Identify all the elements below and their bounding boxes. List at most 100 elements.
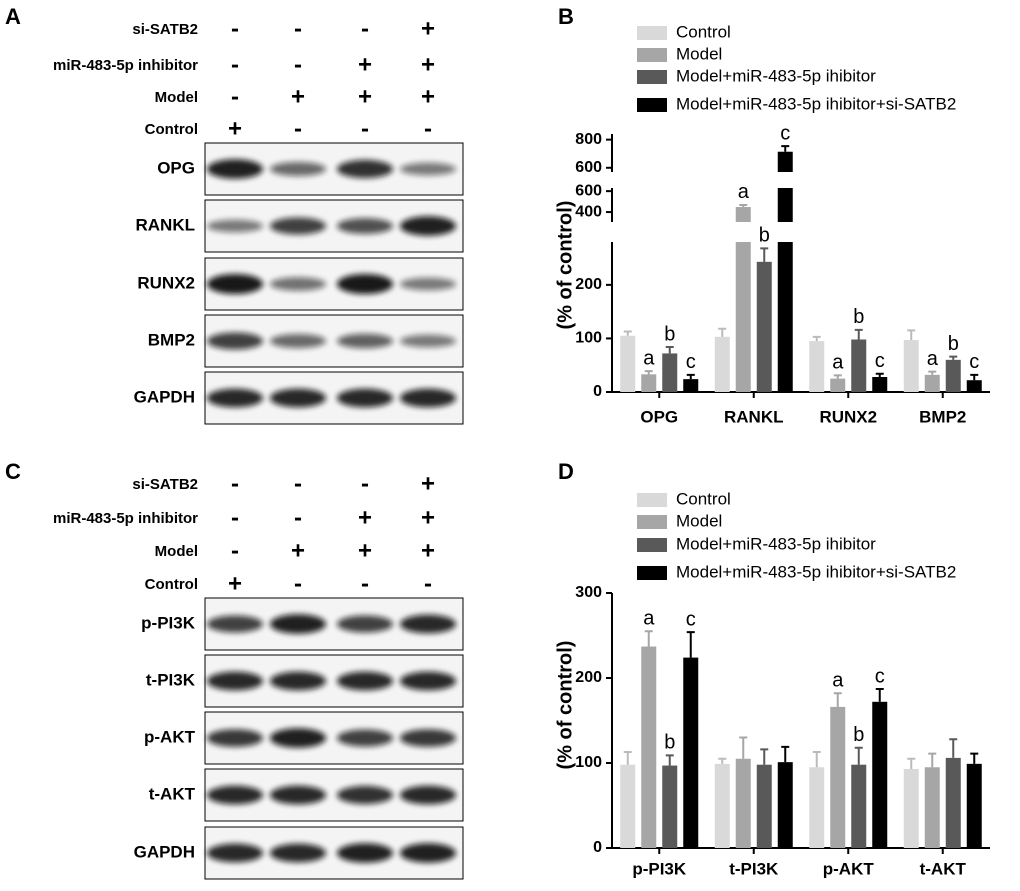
error-bar — [949, 355, 958, 360]
sign: - — [231, 15, 239, 42]
blot-band — [400, 162, 456, 176]
y-tick-label: 400 — [575, 203, 602, 220]
bar — [714, 336, 730, 392]
legend-swatch — [637, 70, 667, 84]
bar-part — [641, 374, 657, 392]
blot-band — [207, 785, 263, 805]
bar-part — [735, 207, 751, 222]
bar-part — [924, 767, 940, 848]
error-bar — [928, 370, 937, 375]
bar — [830, 706, 846, 848]
significance-label: c — [780, 122, 790, 144]
blot-band — [400, 216, 456, 236]
bar-part — [945, 359, 961, 392]
x-tick-label: RUNX2 — [819, 407, 877, 426]
bar-part — [777, 151, 793, 172]
band-label: p-PI3K — [141, 613, 196, 632]
bar-part — [714, 336, 730, 392]
error-bar — [812, 335, 821, 342]
blot-band — [337, 671, 393, 691]
sign: - — [231, 504, 239, 531]
bar-part — [641, 646, 657, 848]
blot-band — [270, 334, 326, 348]
sign: - — [294, 15, 302, 42]
bar-part — [756, 261, 772, 392]
bar-part — [851, 339, 867, 392]
blot-band — [207, 219, 263, 233]
bar — [714, 763, 730, 848]
legend-label: Model+miR-483-5p ihibitor — [676, 534, 876, 553]
sign: - — [294, 51, 302, 78]
panel-letter: C — [5, 459, 21, 484]
blot-band — [337, 218, 393, 234]
bar — [683, 657, 699, 848]
x-tick-label: t-PI3K — [729, 859, 779, 878]
blot-band — [270, 614, 326, 634]
bar-part — [966, 380, 982, 392]
bar — [872, 701, 888, 848]
bar-part — [872, 377, 888, 392]
bar-part — [735, 758, 751, 848]
error-bar — [854, 746, 863, 765]
blot-band — [337, 159, 393, 179]
blot-band — [207, 671, 263, 691]
band-label: p-AKT — [144, 727, 196, 746]
error-bar — [623, 750, 632, 765]
bar — [903, 340, 919, 392]
y-axis-label: (% of control) — [554, 201, 576, 330]
sign: - — [361, 15, 369, 42]
bar-part — [662, 765, 678, 848]
error-bar — [739, 203, 748, 208]
blot-band — [207, 332, 263, 350]
x-tick-label: p-AKT — [823, 859, 875, 878]
bar — [662, 353, 678, 392]
blot-band — [207, 274, 263, 294]
blot-band — [270, 388, 326, 408]
significance-label: c — [875, 665, 885, 687]
bar-part — [714, 763, 730, 848]
blot-band — [400, 843, 456, 863]
bar — [903, 768, 919, 848]
bar — [809, 767, 825, 848]
x-tick-label: RANKL — [724, 407, 784, 426]
sign: - — [424, 570, 432, 597]
legend-swatch — [637, 515, 667, 529]
bar-part — [777, 188, 793, 222]
blot-band — [270, 843, 326, 863]
panel-letter: A — [5, 4, 21, 29]
sign: + — [291, 83, 305, 110]
y-tick-label: 800 — [575, 131, 602, 148]
blot-band — [207, 729, 263, 747]
condition-label: miR-483-5p inhibitor — [53, 57, 198, 74]
blot-band — [337, 615, 393, 633]
sign: - — [361, 115, 369, 142]
bar-part — [830, 378, 846, 392]
bar — [735, 758, 751, 848]
y-tick-label: 600 — [575, 182, 602, 199]
error-bar — [718, 327, 727, 337]
error-bar — [760, 748, 769, 765]
bar-part — [945, 757, 961, 848]
blot-band — [400, 277, 456, 291]
bar — [809, 341, 825, 392]
sign: + — [358, 537, 372, 564]
blot-band — [270, 162, 326, 176]
y-tick-label: 600 — [575, 159, 602, 176]
sign: - — [361, 470, 369, 497]
sign: + — [291, 537, 305, 564]
error-bar — [970, 752, 979, 764]
significance-label: b — [664, 732, 675, 754]
condition-label: miR-483-5p inhibitor — [53, 510, 198, 527]
blot-band — [337, 785, 393, 805]
bar-part — [903, 340, 919, 392]
blot-band — [207, 843, 263, 863]
panel-letter: D — [558, 459, 574, 484]
legend-label: Control — [676, 22, 731, 41]
sign: + — [421, 83, 435, 110]
bar — [662, 765, 678, 848]
bar — [641, 374, 657, 392]
sign: + — [421, 504, 435, 531]
error-bar — [665, 346, 674, 354]
bar — [872, 377, 888, 392]
